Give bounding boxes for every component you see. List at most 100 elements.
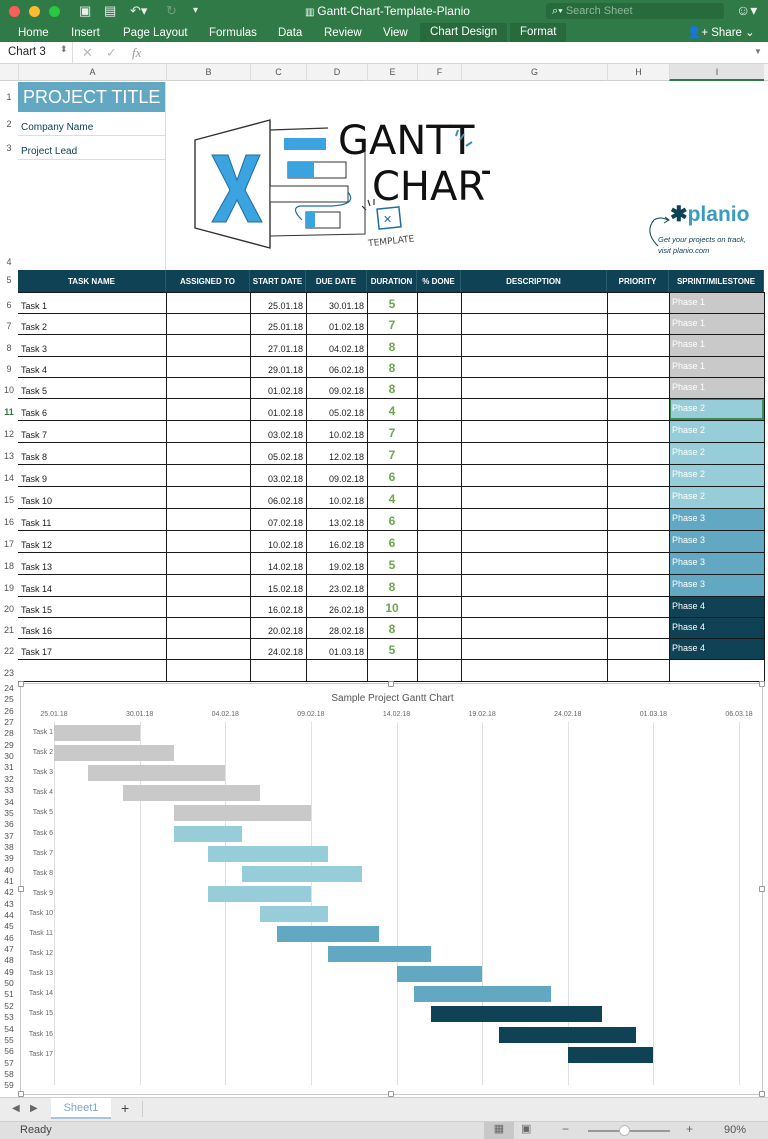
priority-cell[interactable] (607, 617, 669, 638)
row-header-49[interactable]: 49 (4, 966, 14, 977)
percent-done-cell[interactable] (417, 356, 461, 377)
function-icon[interactable]: fx (132, 45, 142, 60)
due-date-cell[interactable]: 12.02.18 (328, 452, 364, 462)
chart-resize-handle[interactable] (388, 681, 394, 687)
zoom-slider-thumb[interactable] (619, 1125, 630, 1136)
undo-icon[interactable]: ↶▾ (130, 3, 148, 18)
gantt-bar[interactable] (122, 785, 260, 802)
tab-data[interactable]: Data (278, 27, 303, 39)
row-header-5[interactable]: 5 (6, 275, 12, 285)
gantt-bar[interactable] (259, 905, 328, 922)
row-header-19[interactable]: 19 (3, 583, 14, 593)
duration-cell[interactable]: 4 (388, 492, 396, 506)
percent-done-cell[interactable] (417, 486, 461, 508)
task-name-cell[interactable]: Task 5 (21, 386, 48, 396)
row-header-39[interactable]: 39 (4, 853, 14, 864)
formula-input[interactable] (152, 42, 752, 63)
description-cell[interactable] (461, 334, 607, 356)
due-date-cell[interactable]: 19.02.18 (328, 562, 364, 572)
description-cell[interactable] (461, 313, 607, 334)
assigned-to-cell[interactable] (166, 464, 250, 486)
sprint-milestone-cell[interactable]: Phase 3 (669, 530, 764, 552)
row-header-13[interactable]: 13 (3, 451, 14, 461)
duration-cell[interactable]: 8 (388, 340, 396, 354)
row-header-17[interactable]: 17 (3, 539, 14, 549)
sheet-tab-sheet1[interactable]: Sheet1 (51, 1098, 111, 1119)
task-name-cell[interactable]: Task 1 (21, 301, 48, 311)
assigned-to-cell[interactable] (166, 313, 250, 334)
chart-resize-handle[interactable] (759, 886, 765, 892)
description-cell[interactable] (461, 552, 607, 574)
gantt-bar[interactable] (208, 885, 311, 902)
row-header-36[interactable]: 36 (4, 819, 14, 830)
task-name-cell[interactable]: Task 11 (21, 518, 52, 528)
priority-cell[interactable] (607, 442, 669, 464)
due-date-cell[interactable]: 01.03.18 (328, 647, 364, 657)
header-description[interactable]: DESCRIPTION (461, 270, 607, 292)
description-cell[interactable] (461, 420, 607, 442)
project-title-cell[interactable]: PROJECT TITLE (18, 82, 166, 112)
duration-cell[interactable]: 5 (388, 643, 396, 657)
gantt-bar[interactable] (396, 966, 483, 983)
row-header-4[interactable]: 4 (6, 257, 12, 267)
percent-done-cell[interactable] (417, 552, 461, 574)
chart-resize-handle[interactable] (18, 886, 24, 892)
task-name-cell[interactable]: Task 15 (21, 605, 53, 615)
duration-cell[interactable]: 10 (385, 601, 399, 615)
prev-sheet-icon[interactable]: ◀ (12, 1103, 20, 1114)
row-header-2[interactable]: 2 (6, 119, 12, 129)
percent-done-cell[interactable] (417, 464, 461, 486)
percent-done-cell[interactable] (417, 530, 461, 552)
collapse-ribbon-icon[interactable]: ⌄ (745, 27, 755, 39)
start-date-cell[interactable]: 07.02.18 (267, 518, 303, 528)
row-header-12[interactable]: 12 (3, 429, 14, 439)
percent-done-cell[interactable] (417, 334, 461, 356)
close-window-button[interactable] (9, 6, 20, 17)
priority-cell[interactable] (607, 334, 669, 356)
smiley-feedback-icon[interactable]: ☺▾ (736, 2, 758, 18)
start-date-cell[interactable]: 03.02.18 (267, 430, 303, 440)
gantt-bar[interactable] (54, 725, 140, 741)
percent-done-cell[interactable] (417, 638, 461, 659)
gantt-bar[interactable] (173, 805, 311, 822)
due-date-cell[interactable]: 09.02.18 (328, 474, 364, 484)
assigned-to-cell[interactable] (166, 530, 250, 552)
gantt-bar[interactable] (173, 825, 243, 842)
sprint-milestone-cell[interactable]: Phase 4 (669, 596, 764, 617)
percent-done-cell[interactable] (417, 292, 461, 313)
priority-cell[interactable] (607, 377, 669, 398)
description-cell[interactable] (461, 530, 607, 552)
row-header-54[interactable]: 54 (4, 1023, 14, 1034)
chart-resize-handle[interactable] (759, 681, 765, 687)
priority-cell[interactable] (607, 638, 669, 659)
column-header-i[interactable]: I (669, 64, 764, 81)
column-header-d[interactable]: D (306, 64, 367, 81)
percent-done-cell[interactable] (417, 596, 461, 617)
header-duration[interactable]: DURATION (367, 270, 417, 292)
priority-cell[interactable] (607, 292, 669, 313)
minimize-window-button[interactable] (29, 6, 40, 17)
description-cell[interactable] (461, 464, 607, 486)
duration-cell[interactable]: 7 (388, 448, 396, 462)
confirm-icon[interactable]: ✓ (106, 45, 117, 60)
duration-cell[interactable]: 4 (388, 404, 396, 418)
row-header-59[interactable]: 59 (4, 1080, 14, 1091)
sidebar-toggle-icon[interactable]: ▣ (79, 3, 92, 18)
assigned-to-cell[interactable] (166, 574, 250, 596)
tab-formulas[interactable]: Formulas (209, 27, 257, 39)
percent-done-cell[interactable] (417, 420, 461, 442)
description-cell[interactable] (461, 292, 607, 313)
due-date-cell[interactable]: 09.02.18 (328, 386, 364, 396)
due-date-cell[interactable]: 10.02.18 (328, 430, 364, 440)
start-date-cell[interactable]: 10.02.18 (267, 540, 303, 550)
start-date-cell[interactable]: 06.02.18 (267, 496, 303, 506)
normal-view-icon[interactable]: ▦ (484, 1122, 514, 1139)
duration-cell[interactable]: 8 (388, 580, 396, 594)
assigned-to-cell[interactable] (166, 442, 250, 464)
sprint-milestone-cell[interactable]: Phase 2 (669, 464, 764, 486)
search-sheet-input[interactable]: ⌕▾ Search Sheet (546, 3, 724, 19)
priority-cell[interactable] (607, 596, 669, 617)
row-header-29[interactable]: 29 (4, 739, 14, 750)
assigned-to-cell[interactable] (166, 508, 250, 530)
row-header-15[interactable]: 15 (3, 495, 14, 505)
